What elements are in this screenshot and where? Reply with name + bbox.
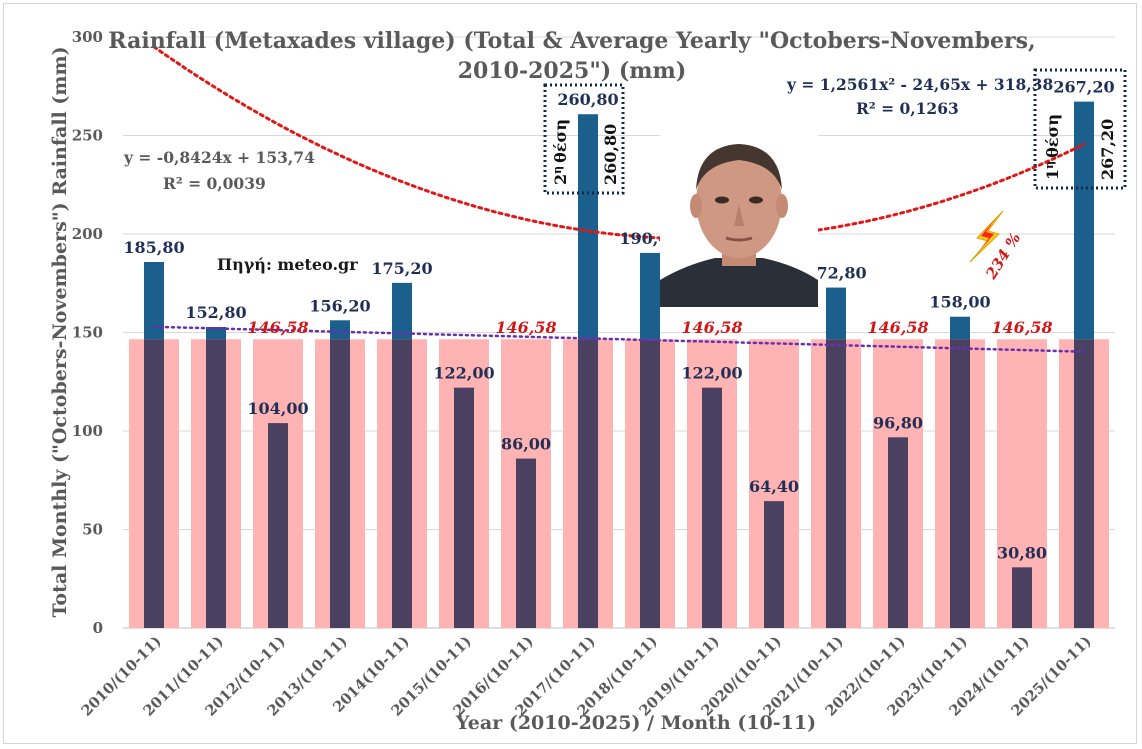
rank-suffix: η [551, 166, 564, 174]
rainfall-bar-excess [330, 320, 350, 340]
rainfall-bar-excess [1074, 101, 1094, 340]
rank-box [543, 83, 625, 195]
data-label: 152,80 [185, 303, 246, 322]
source-label: Πηγή: meteo.gr [217, 255, 358, 274]
rainfall-bar [1074, 339, 1094, 628]
rank-number: 1 [1043, 169, 1062, 180]
rainfall-bar [826, 339, 846, 628]
chart-title: 2010-2025") (mm) [458, 58, 687, 84]
rainfall-bar-excess [640, 252, 660, 340]
rainfall-bar [578, 339, 598, 628]
rainfall-bar-excess [950, 316, 970, 340]
rainfall-bar [330, 339, 350, 628]
y-tick-label: 200 [72, 225, 103, 243]
rank-word: θέση [1043, 114, 1062, 158]
data-label: 175,20 [371, 259, 432, 278]
polynomial-trendline [152, 45, 1086, 241]
rainfall-bar [392, 339, 412, 628]
rainfall-bar [268, 423, 288, 628]
rank-value: 260,80 [601, 124, 620, 185]
average-label: 146,58 [681, 318, 742, 337]
rainfall-bar-excess [392, 282, 412, 340]
y-tick-label: 50 [82, 521, 103, 539]
rainfall-bar [888, 437, 908, 628]
data-label: 96,80 [873, 413, 923, 432]
rank-label: 1η θέση [1043, 114, 1062, 180]
data-label: 185,80 [123, 238, 184, 257]
y-tick-label: 250 [72, 127, 103, 145]
polynomial-r2: R² = 0,1263 [856, 99, 959, 118]
average-label: 146,58 [867, 318, 928, 337]
rank-word: θέση [551, 119, 570, 163]
data-label: 156,20 [309, 296, 370, 315]
rank-label: 2η θέση [551, 119, 570, 185]
rainfall-bar [1012, 567, 1032, 628]
linear-equation: y = -0,8424x + 153,74 [123, 148, 315, 167]
rainfall-bar [702, 387, 722, 628]
chart-title: Rainfall (Metaxades village) (Total & Av… [108, 28, 1035, 54]
y-tick-label: 150 [72, 324, 103, 342]
rainfall-bar-excess [826, 287, 846, 340]
rainfall-bar [640, 339, 660, 628]
rainfall-bar [764, 501, 784, 628]
rainfall-bar [144, 339, 164, 628]
y-axis-title: Total Monthly ("Octobers-Novembers") Rai… [49, 46, 71, 617]
y-tick-label: 100 [72, 422, 103, 440]
rank-box [1033, 68, 1127, 190]
lightning-core [979, 218, 996, 251]
average-label: 146,58 [991, 318, 1052, 337]
y-tick-label: 300 [72, 28, 103, 46]
average-label: 146,58 [247, 318, 308, 337]
portrait-photo [660, 130, 818, 307]
x-axis-title: Year (2010-2025) / Month (10-11) [455, 712, 816, 734]
rank-value: 267,20 [1098, 119, 1117, 180]
rainfall-bar [206, 339, 226, 628]
linear-trendline [152, 325, 1086, 353]
rainfall-bar [516, 458, 536, 628]
rainfall-bar-excess [144, 261, 164, 340]
data-label: 122,00 [681, 364, 742, 383]
rank-suffix: η [1043, 161, 1056, 169]
polynomial-equation: y = 1,2561x² - 24,65x + 318,38 [786, 75, 1053, 94]
data-label: 86,00 [501, 435, 551, 454]
data-label: 104,00 [247, 399, 308, 418]
rank-number: 2 [551, 174, 570, 185]
data-label: 158,00 [929, 293, 990, 312]
data-label: 172,80 [805, 264, 866, 283]
data-label: 64,40 [749, 477, 799, 496]
chart-frame [3, 3, 1137, 744]
data-label: 260,80 [557, 90, 618, 109]
average-label: 146,58 [495, 318, 556, 337]
y-tick-label: 0 [93, 619, 103, 637]
rainfall-bar [454, 387, 474, 628]
data-label: 267,20 [1053, 78, 1114, 97]
data-label: 30,80 [997, 543, 1047, 562]
rainfall-bar-excess [206, 326, 226, 340]
rainfall-bar-excess [578, 114, 598, 340]
linear-r2: R² = 0,0039 [163, 174, 266, 193]
data-label: 122,00 [433, 364, 494, 383]
rainfall-bar [950, 339, 970, 628]
